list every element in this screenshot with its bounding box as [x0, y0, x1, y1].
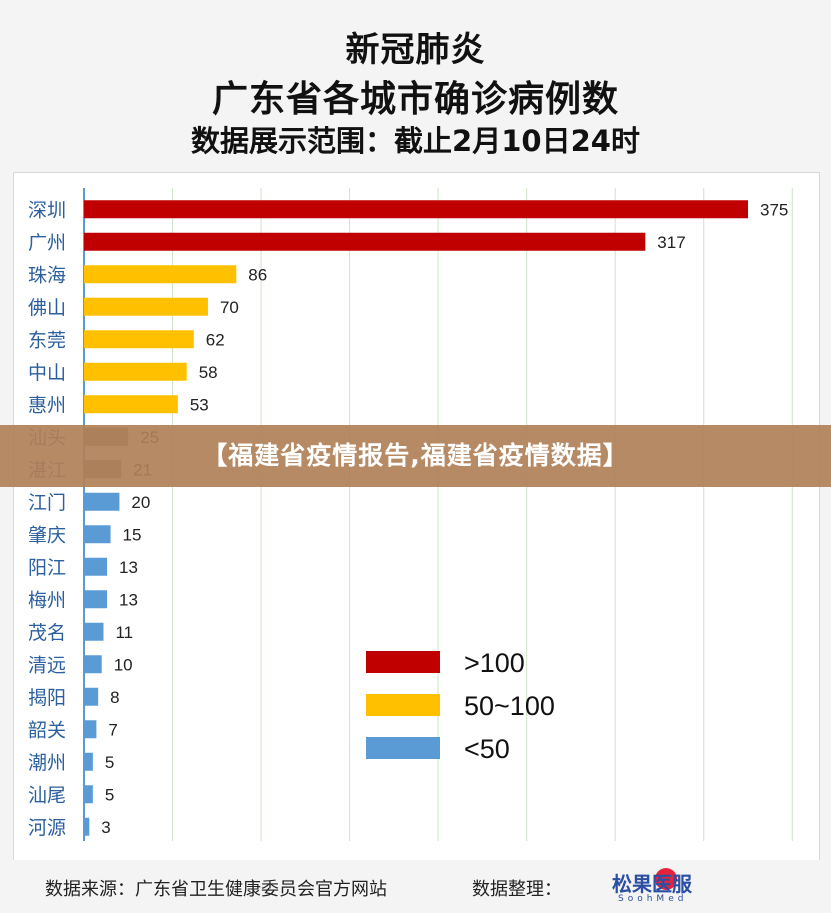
bar-9: [84, 492, 120, 511]
category-label: 佛山: [28, 297, 66, 319]
data-label: 7: [108, 720, 117, 739]
category-label: 肇庆: [28, 524, 66, 546]
category-label: 深圳: [28, 199, 66, 221]
data-label: 13: [119, 558, 138, 577]
data-label: 5: [105, 753, 114, 772]
data-label: 375: [760, 200, 788, 219]
bar-5: [84, 362, 187, 381]
bar-10: [84, 525, 111, 544]
logo-heart-icon: [655, 868, 677, 890]
legend-swatch-0: [366, 651, 440, 673]
data-label: 5: [105, 785, 114, 804]
data-label: 11: [115, 623, 133, 642]
category-label: 潮州: [28, 752, 66, 774]
footer: 数据来源：广东省卫生健康委员会官方网站 数据整理： 松果医服 SoohMed: [0, 860, 831, 913]
legend-swatch-1: [366, 694, 440, 716]
category-label: 韶关: [28, 719, 66, 741]
bar-14: [84, 655, 102, 674]
data-source-text: 数据来源：广东省卫生健康委员会官方网站: [45, 879, 387, 900]
data-range-caption: 数据展示范围：截止2月10日24时: [191, 124, 640, 158]
category-label: 梅州: [28, 589, 66, 611]
chart-panel: 深圳375广州317珠海86佛山70东莞62中山58惠州53汕头25湛江21江门…: [13, 172, 820, 862]
logo-text: 松果医服: [612, 872, 692, 896]
chart-subtitle: 广东省各城市确诊病例数: [211, 79, 619, 120]
bar-13: [84, 622, 104, 641]
category-label: 汕尾: [28, 784, 66, 806]
legend-label: 50~100: [464, 691, 555, 721]
bar-4: [84, 330, 194, 349]
chart-title: 新冠肺炎: [345, 30, 486, 70]
data-organizer-label: 数据整理：: [472, 879, 562, 900]
data-label: 10: [114, 655, 133, 674]
bar-0: [84, 200, 748, 219]
logo-subtext: SoohMed: [618, 894, 688, 904]
category-label: 广州: [28, 232, 66, 254]
category-label: 揭阳: [28, 687, 66, 709]
bar-18: [84, 785, 93, 804]
bar-12: [84, 590, 108, 609]
bar-6: [84, 395, 178, 414]
data-label: 86: [248, 265, 267, 284]
data-label: 317: [657, 233, 685, 252]
category-label: 东莞: [28, 329, 66, 351]
bar-16: [84, 720, 97, 739]
category-label: 江门: [28, 492, 66, 514]
data-label: 8: [110, 688, 119, 707]
bar-15: [84, 687, 99, 706]
category-label: 阳江: [28, 557, 66, 579]
category-label: 河源: [28, 817, 66, 839]
category-label: 惠州: [28, 394, 66, 416]
banner-text[interactable]: 【福建省疫情报告,福建省疫情数据】: [202, 441, 629, 470]
category-label: 中山: [28, 362, 66, 384]
data-label: 53: [190, 395, 209, 414]
legend-label: <50: [464, 734, 510, 764]
bar-1: [84, 232, 646, 251]
category-label: 珠海: [28, 264, 66, 286]
overlay-banner[interactable]: 【福建省疫情报告,福建省疫情数据】: [0, 425, 831, 487]
data-label: 20: [131, 493, 150, 512]
category-label: 清远: [28, 654, 66, 676]
legend-swatch-2: [366, 737, 440, 759]
bar-2: [84, 265, 237, 284]
data-label: 70: [220, 298, 239, 317]
brand-logo: 松果医服 SoohMed: [612, 868, 732, 906]
data-label: 3: [101, 818, 110, 837]
legend-label: >100: [464, 648, 525, 678]
bar-3: [84, 297, 208, 316]
bar-17: [84, 752, 93, 771]
bar-19: [84, 817, 90, 836]
data-label: 58: [199, 363, 218, 382]
bar-chart: 深圳375广州317珠海86佛山70东莞62中山58惠州53汕头25湛江21江门…: [28, 188, 793, 841]
data-label: 62: [206, 330, 225, 349]
category-label: 茂名: [28, 622, 66, 644]
data-label: 15: [123, 525, 142, 544]
data-label: 13: [119, 590, 138, 609]
bar-11: [84, 557, 108, 576]
